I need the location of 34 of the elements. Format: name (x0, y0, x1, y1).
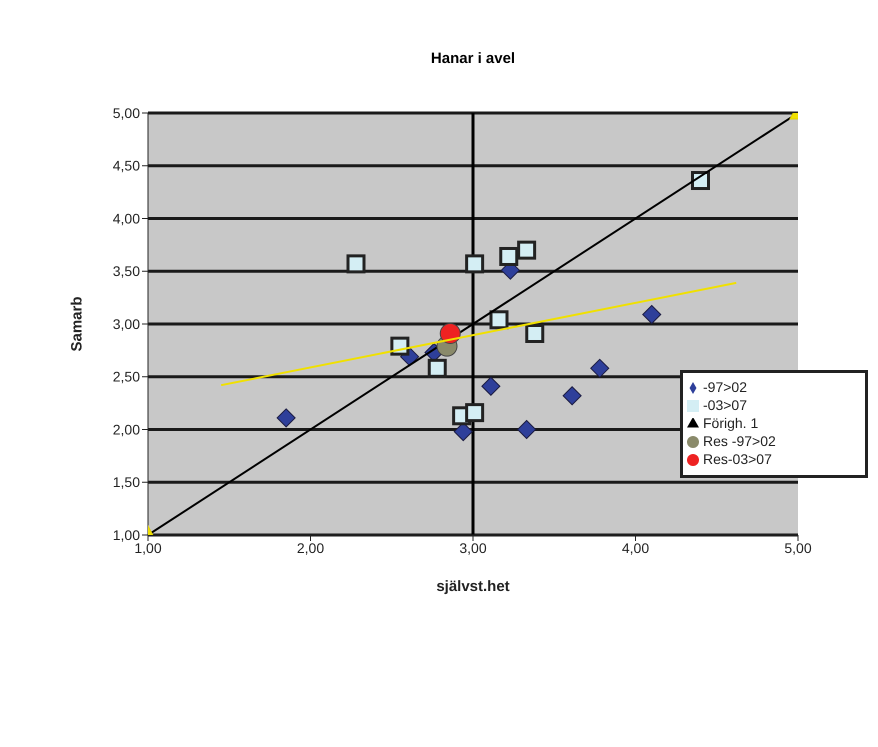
legend-label: -97>02 (703, 379, 747, 395)
y-tick-label: 4,50 (112, 158, 140, 174)
y-tick-label: 1,50 (112, 474, 140, 490)
point (346, 254, 366, 274)
y-tick-label: 2,50 (112, 368, 140, 385)
x-axis-title: självst.het (436, 578, 510, 595)
x-tick-label: 2,00 (296, 540, 324, 556)
point (499, 246, 518, 266)
y-tick-label: 5,00 (112, 104, 140, 121)
y-tick-label: 3,50 (112, 263, 140, 280)
y-tick-label: 4,00 (112, 210, 140, 226)
legend-label: Förigh. 1 (703, 415, 758, 431)
point (590, 358, 610, 378)
point (276, 408, 296, 428)
y-tick-label: 2,00 (112, 421, 140, 438)
point (465, 403, 484, 422)
point (517, 420, 536, 439)
legend-label: Res -97>02 (703, 433, 776, 449)
point (642, 305, 662, 324)
chart-title: Hanar i avel (430, 50, 516, 67)
x-tick-label: 5,00 (784, 540, 812, 556)
point (490, 310, 508, 330)
point (465, 254, 484, 274)
legend-label: -03>07 (703, 397, 747, 413)
point (428, 358, 447, 378)
point (517, 240, 536, 260)
legend-label: Res-03>07 (703, 451, 772, 467)
point (481, 376, 500, 396)
point (562, 386, 582, 406)
y-axis-title: Samarb (68, 296, 86, 352)
point (525, 324, 544, 343)
x-tick-label: 4,00 (622, 540, 650, 556)
x-tick-label: 3,00 (459, 540, 487, 556)
y-tick-label: 3,00 (112, 316, 140, 332)
